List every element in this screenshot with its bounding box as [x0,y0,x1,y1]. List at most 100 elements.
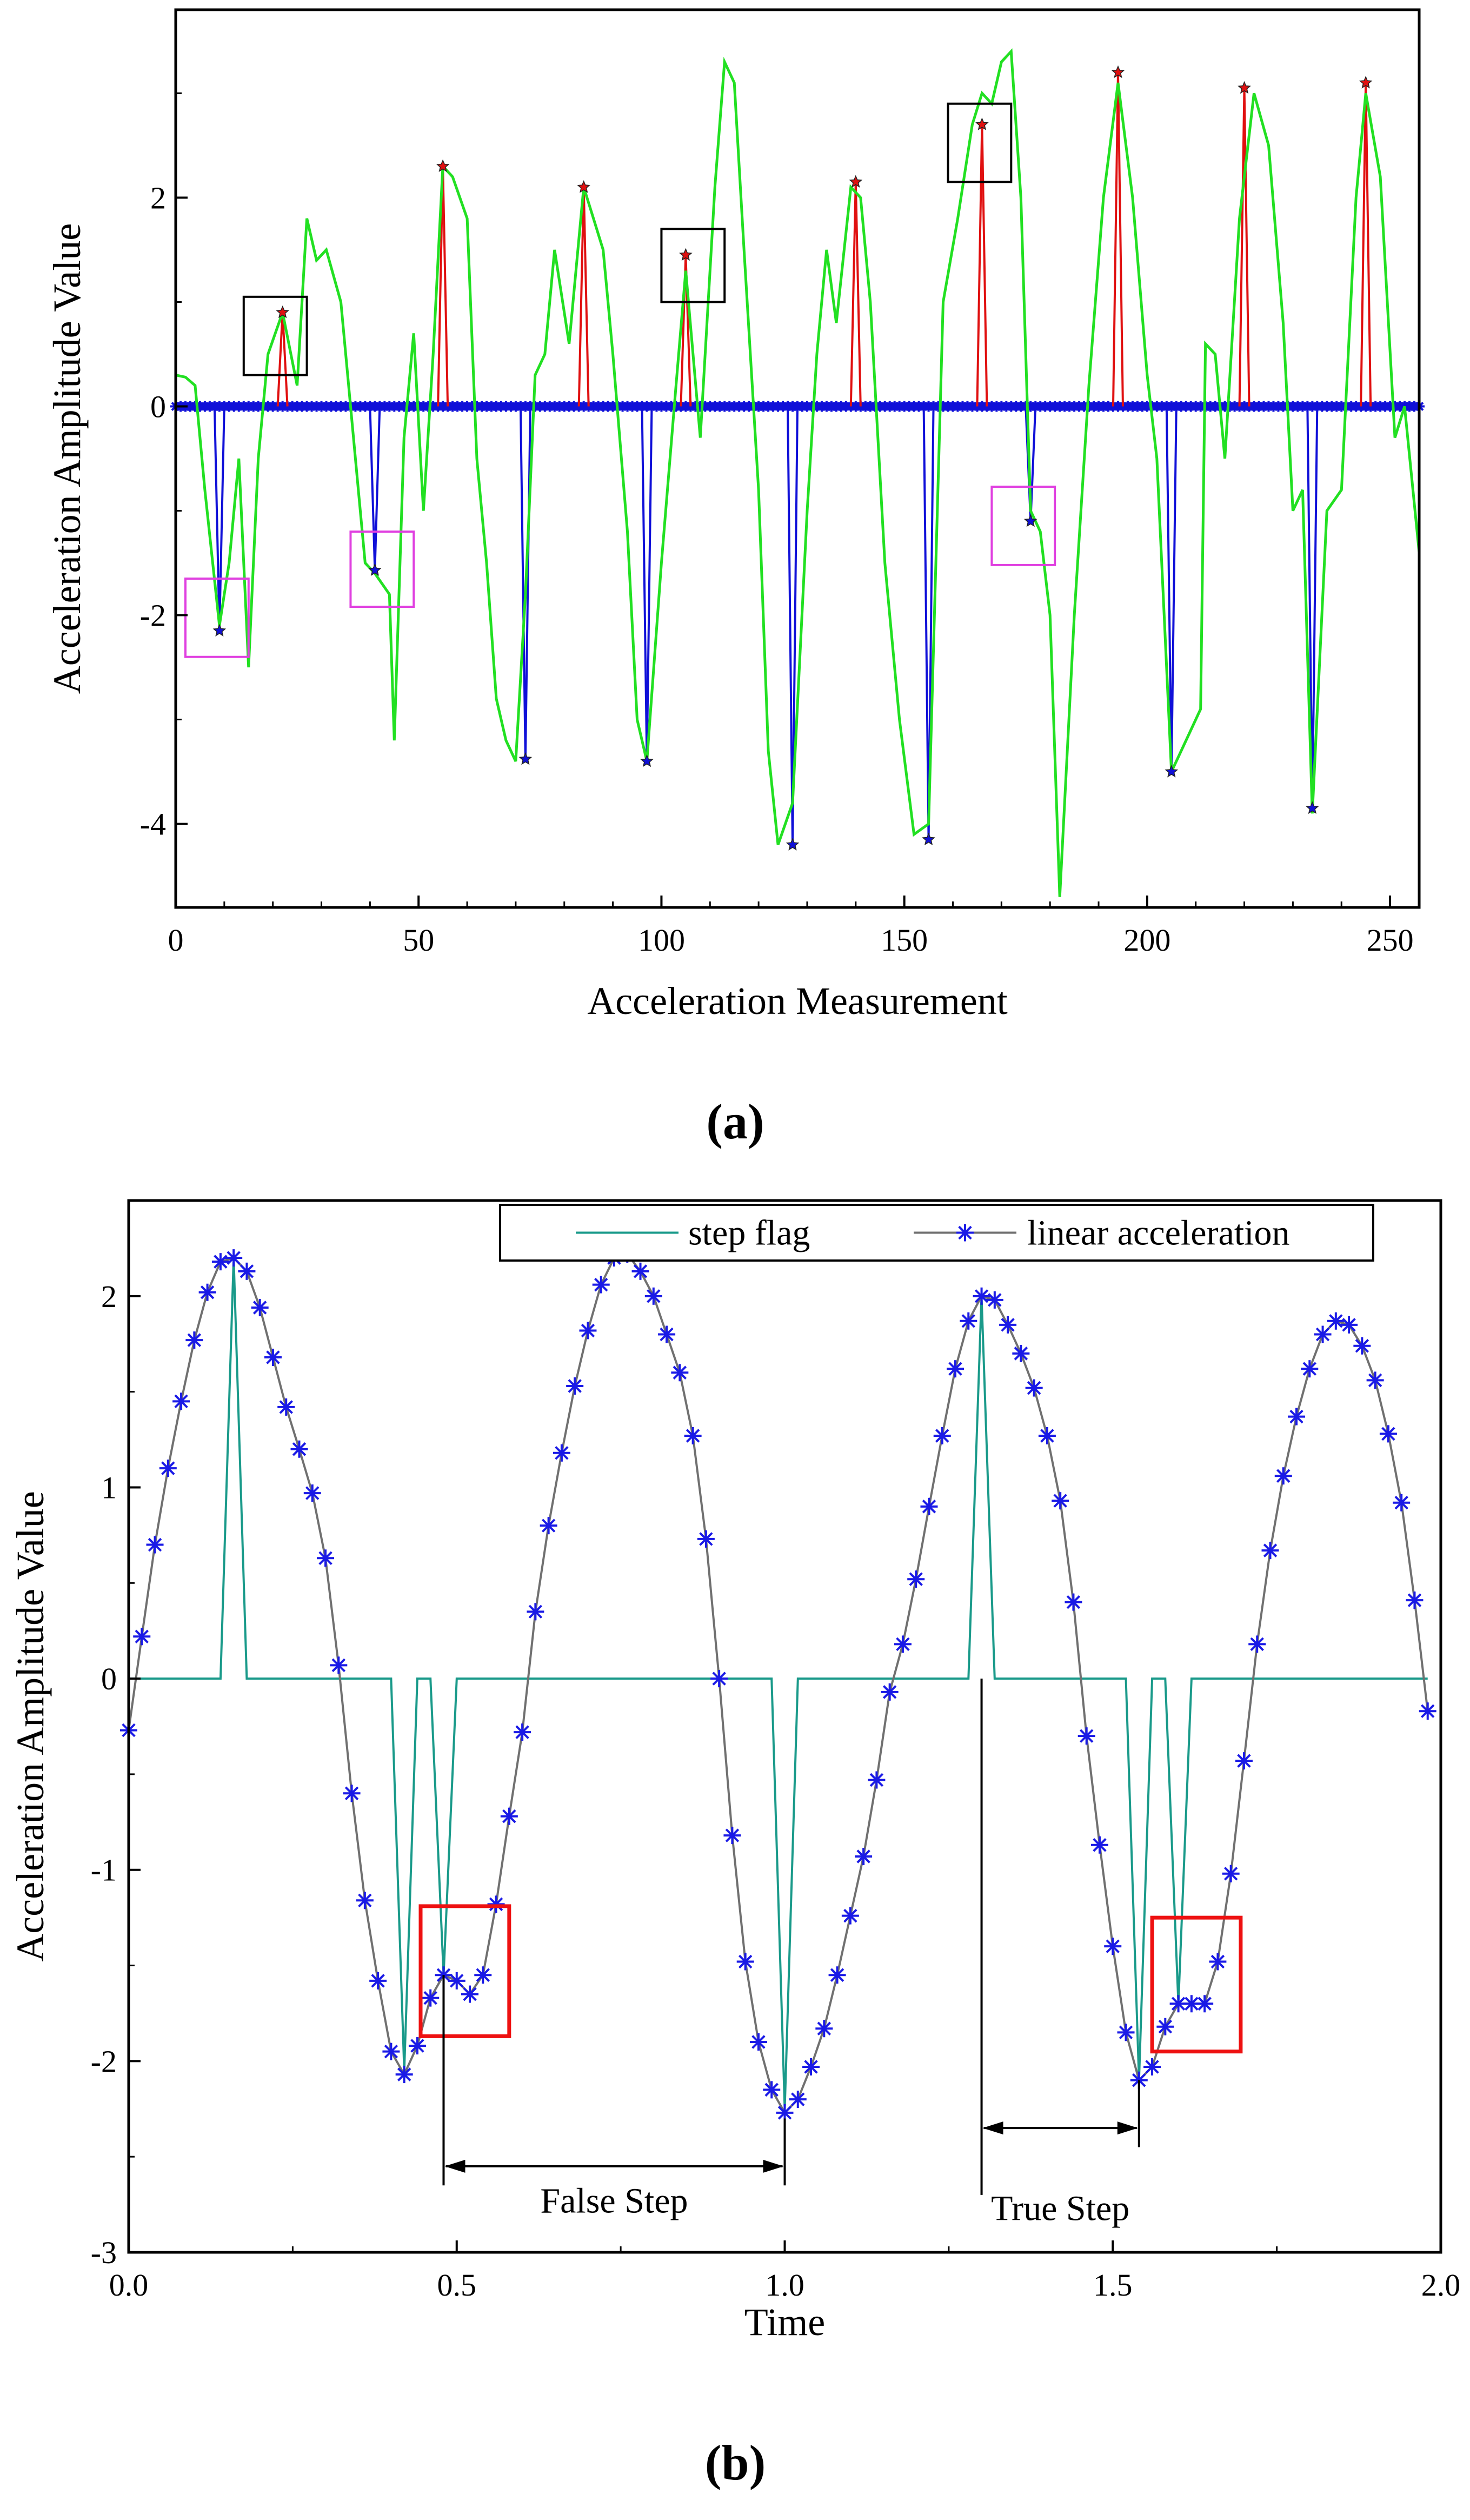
panel-b: False Step True Step step flag linear ac… [9,1199,1461,2490]
highlight-box [349,530,415,608]
panel-a-highlight-boxes [184,102,1056,658]
acceleration-marker [527,1603,544,1621]
acceleration-marker [251,1299,269,1317]
panel-a-label: (a) [706,1094,764,1149]
acceleration-marker [986,1291,1003,1309]
arrow-head [444,2159,465,2173]
acceleration-marker [159,1460,177,1477]
acceleration-marker [1366,1371,1384,1389]
acceleration-marker [172,1392,190,1410]
acceleration-marker [868,1771,886,1789]
positive-stem [976,124,988,407]
acceleration-marker [1353,1337,1371,1355]
acceleration-marker [1156,2018,1174,2035]
highlight-box [1150,1915,1243,2054]
acceleration-marker [1196,1995,1214,2013]
negative-peak-star [368,563,382,576]
panel-a-positive-peaks [276,65,1373,319]
acceleration-marker [841,1907,859,1925]
acceleration-marker [238,1262,256,1280]
acceleration-marker [395,2066,413,2084]
acceleration-marker [789,2091,807,2108]
panel-a-plot-frame [174,8,1421,909]
panel-a-y-axis-title: Acceleration Amplitude Value [45,223,89,694]
acceleration-marker [146,1536,164,1554]
panel-a-negative-peaks [212,514,1319,851]
acceleration-marker [1340,1316,1358,1334]
positive-peak-star [577,180,590,193]
acceleration-marker [1090,1836,1108,1854]
acceleration-marker [658,1325,676,1343]
acceleration-marker [382,2042,400,2060]
acceleration-marker [723,1827,741,1845]
acceleration-marker [1052,1492,1069,1510]
x-tick-label: 0.0 [109,2267,149,2303]
positive-stem [849,182,862,407]
y-tick-label: 0 [150,389,166,424]
true-step-label: True Step [991,2189,1129,2229]
x-tick-label: 2.0 [1421,2267,1461,2303]
acceleration-marker [1288,1408,1306,1425]
acceleration-marker [1327,1312,1345,1330]
arrow-head [982,2121,1003,2135]
acceleration-marker [540,1517,557,1535]
acceleration-marker [461,1985,479,2003]
acceleration-marker [1406,1591,1424,1609]
legend-linear-acceleration-label: linear acceleration [1027,1213,1290,1253]
positive-peak-star [1238,81,1251,94]
x-tick-label: 0.5 [437,2267,477,2303]
arrow-head [1117,2121,1138,2135]
panel-a-x-axis-title: Acceleration Measurement [587,979,1008,1023]
acceleration-marker [1117,2024,1135,2041]
y-tick-label: 2 [150,180,166,215]
x-tick-label: 50 [403,923,434,958]
highlight-box [660,228,726,303]
false-step-label: False Step [540,2181,688,2221]
acceleration-marker [566,1377,584,1395]
panel-b-x-axis-title: Time [744,2300,825,2344]
acceleration-marker [514,1723,531,1741]
acceleration-marker [697,1530,715,1548]
acceleration-marker [1261,1542,1279,1560]
negative-peak-star [1023,514,1037,527]
acceleration-marker [1209,1953,1227,1971]
acceleration-marker [960,1312,977,1330]
panel-b-highlight-boxes [418,1904,1243,2054]
highlight-box [184,577,250,658]
acceleration-marker [487,1895,505,1913]
acceleration-marker [710,1670,728,1688]
acceleration-marker [500,1807,518,1825]
acceleration-marker [1222,1865,1240,1882]
acceleration-marker [422,1989,440,2007]
acceleration-marker [356,1892,374,1909]
acceleration-marker [448,1972,465,1990]
negative-stem [369,406,381,571]
acceleration-marker [894,1635,912,1653]
panel-b-step-annotations: False Step True Step [442,1679,1140,2229]
acceleration-marker [185,1331,203,1349]
y-tick-label: 1 [101,1470,117,1505]
acceleration-marker [330,1656,348,1674]
x-tick-label: 150 [881,923,928,958]
acceleration-marker [802,2058,820,2075]
acceleration-marker [264,1348,282,1366]
positive-peak-star [1111,65,1125,78]
panel-b-label: (b) [705,2435,766,2490]
acceleration-marker [1314,1325,1332,1343]
acceleration-marker [277,1398,295,1416]
acceleration-marker [133,1628,151,1646]
x-tick-label: 100 [638,923,685,958]
legend-asterisk [956,1224,974,1242]
acceleration-marker [198,1283,216,1301]
y-tick-label: -1 [91,1853,117,1888]
negative-peak-star [1165,765,1179,778]
acceleration-marker [1143,2058,1161,2075]
negative-peak-star [640,754,654,767]
acceleration-marker [815,2020,833,2038]
x-tick-label: 0 [168,923,184,958]
x-tick-label: 200 [1123,923,1170,958]
negative-peak-star [922,832,935,845]
y-tick-label: 2 [101,1279,117,1314]
y-tick-label: -4 [140,807,166,842]
